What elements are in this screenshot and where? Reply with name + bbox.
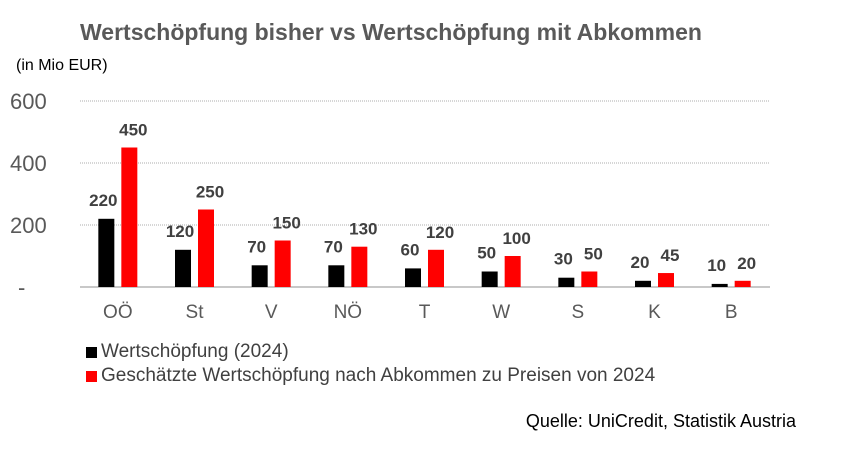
legend: Wertschöpfung (2024) Geschätzte Wertschö…	[86, 340, 655, 388]
bar-black	[328, 265, 345, 287]
chart-plot: - 200 400 600 220 450 120 250 70 150 70 130 60 120 50…	[10, 89, 770, 323]
bar-red	[658, 273, 674, 287]
bar-black	[251, 265, 268, 287]
legend-label: Geschätzte Wertschöpfung nach Abkommen z…	[101, 365, 656, 386]
gridlines	[80, 100, 770, 288]
data-label: 50	[477, 244, 496, 263]
data-label: 250	[196, 183, 224, 202]
legend-swatch-red	[86, 370, 97, 382]
x-tick-label: V	[265, 302, 278, 323]
x-tick-label: OÖ	[103, 302, 133, 323]
data-label: 150	[272, 214, 300, 233]
bar-red	[351, 246, 368, 287]
bar-black	[98, 218, 115, 287]
x-tick-label: K	[648, 302, 661, 323]
data-label: 30	[554, 250, 573, 269]
bar-red	[734, 280, 751, 287]
y-axis-ticks: - 200 400 600	[10, 89, 47, 300]
legend-item-series-2: Geschätzte Wertschöpfung nach Abkommen z…	[86, 364, 655, 388]
bar-red	[428, 249, 444, 287]
x-axis-ticks: OÖ St V NÖ T W S K B	[103, 302, 737, 323]
data-label: 70	[324, 237, 343, 256]
data-label: 120	[426, 223, 454, 242]
chart-title: Wertschöpfung bisher vs Wertschöpfung mi…	[80, 19, 702, 45]
bar-black	[405, 268, 421, 287]
data-label: 100	[502, 229, 530, 248]
x-tick-label: S	[571, 302, 584, 323]
data-labels: 220 450 120 250 70 150 70 130 60 120 50 100 30 50 20 45…	[89, 121, 756, 275]
legend-item-series-1: Wertschöpfung (2024)	[86, 340, 655, 364]
legend-label: Wertschöpfung (2024)	[101, 341, 289, 362]
bar-red	[274, 240, 291, 287]
x-tick-label: St	[186, 302, 205, 323]
bar-black	[175, 249, 191, 287]
bar-red	[121, 147, 138, 287]
bars	[98, 147, 751, 287]
data-label: 45	[661, 246, 680, 265]
bar-black	[711, 283, 728, 287]
legend-swatch-black	[86, 346, 97, 358]
x-tick-label: T	[419, 302, 431, 323]
x-tick-label: NÖ	[334, 302, 363, 323]
y-tick-label: 400	[10, 151, 47, 176]
unit-label: (in Mio EUR)	[16, 57, 108, 74]
bar-red	[504, 256, 521, 287]
data-label: 120	[166, 222, 194, 241]
data-label: 70	[247, 237, 266, 256]
bar-black	[481, 271, 498, 287]
data-label: 20	[737, 254, 756, 273]
source-note: Quelle: UniCredit, Statistik Austria	[525, 411, 796, 431]
data-label: 20	[631, 253, 650, 272]
data-label: 450	[119, 121, 147, 140]
x-tick-label: W	[492, 302, 510, 323]
data-label: 50	[584, 245, 603, 264]
bar-red	[581, 271, 598, 287]
bar-red	[198, 209, 214, 287]
y-tick-label: -	[18, 275, 25, 300]
y-tick-label: 200	[10, 213, 47, 238]
bar-black	[558, 277, 575, 287]
x-tick-label: B	[725, 302, 738, 323]
data-label: 130	[349, 220, 377, 239]
data-label: 10	[707, 256, 726, 275]
data-label: 60	[401, 240, 420, 259]
y-tick-label: 600	[10, 89, 47, 114]
bar-black	[635, 280, 651, 287]
data-label: 220	[89, 191, 117, 210]
